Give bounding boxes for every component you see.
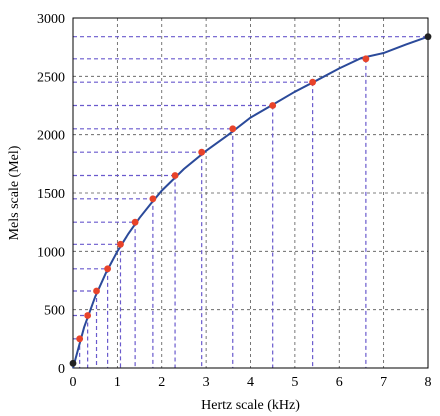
data-point (84, 312, 92, 319)
data-point (171, 172, 179, 179)
y-tick-label: 2000 (37, 129, 65, 144)
x-tick-label: 7 (380, 375, 387, 390)
data-point (104, 265, 112, 273)
x-tick-label: 0 (70, 375, 77, 390)
data-point (309, 78, 317, 86)
y-axis-label: Mels scale (Mel) (7, 145, 22, 240)
x-tick-label: 8 (425, 375, 432, 390)
data-point (131, 218, 139, 226)
x-tick-label: 4 (247, 375, 254, 390)
data-point (149, 195, 157, 203)
x-tick-label: 3 (203, 375, 210, 390)
data-points (69, 33, 432, 367)
plot-frame (72, 17, 429, 369)
x-tick-label: 1 (114, 375, 121, 390)
data-point (76, 335, 84, 343)
mel-curve (72, 35, 429, 369)
x-tick-label: 5 (291, 375, 298, 390)
data-point (229, 125, 237, 133)
y-tick-label: 0 (58, 362, 65, 377)
series-curve (72, 35, 429, 369)
y-tick-label: 2500 (37, 70, 65, 85)
tick-labels: 0 1 2 3 4 5 6 7 8 0 500 1000 1500 2000 2500 3000 (37, 12, 432, 390)
data-point (93, 287, 100, 295)
data-point (269, 102, 277, 109)
x-tick-label: 2 (158, 375, 165, 390)
data-point (117, 240, 124, 248)
x-tick-label: 6 (336, 375, 343, 390)
endpoint-marker (424, 33, 432, 41)
x-axis-label: Hertz scale (kHz) (201, 398, 300, 413)
y-tick-label: 3000 (37, 12, 65, 27)
endpoint-marker (69, 359, 77, 367)
data-point (198, 148, 206, 156)
y-tick-label: 1500 (37, 187, 65, 202)
grid-lines (73, 18, 428, 368)
guide-lines (73, 36, 428, 368)
data-point (362, 55, 370, 63)
y-tick-label: 1000 (37, 245, 65, 260)
y-tick-label: 500 (44, 304, 65, 319)
